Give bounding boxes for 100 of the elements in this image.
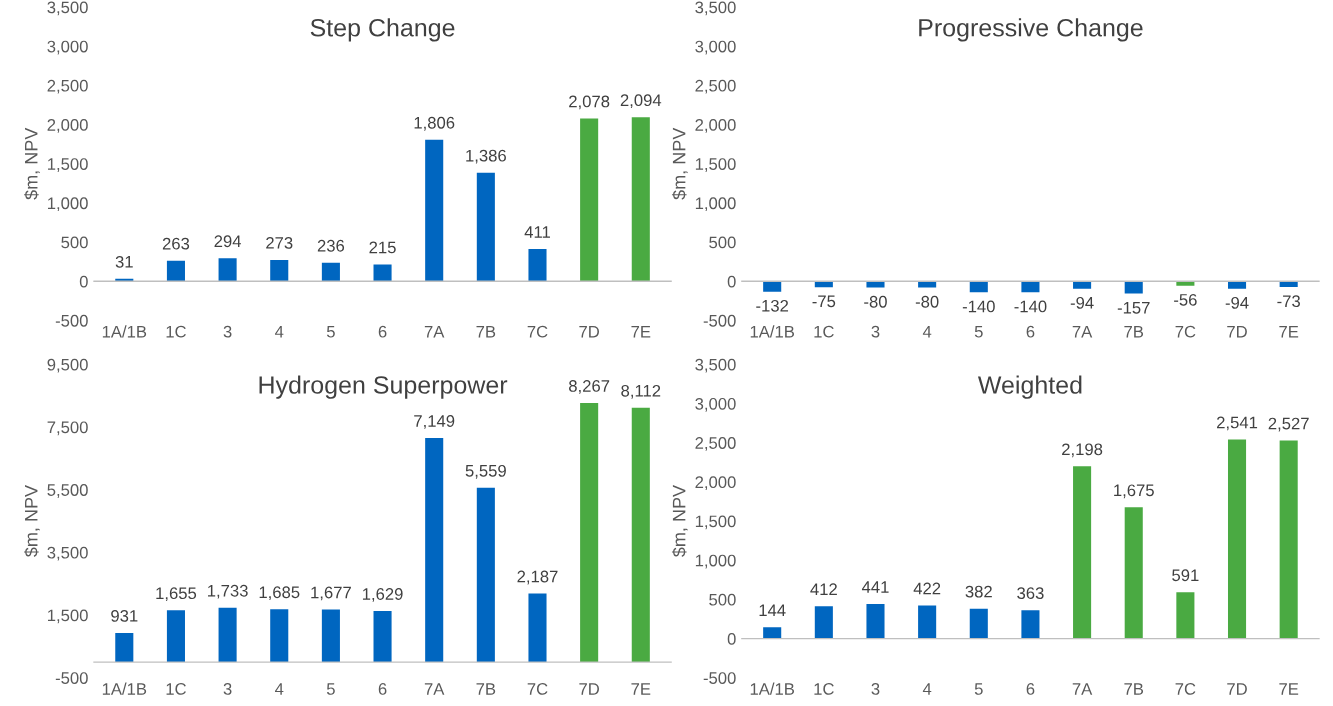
x-tick-label: 7A (1072, 683, 1093, 695)
bar (1073, 466, 1092, 639)
x-tick-label: 7B (1124, 683, 1144, 695)
bar (814, 606, 833, 639)
x-tick-label: 1A/1B (102, 325, 147, 338)
data-label: 931 (111, 609, 138, 622)
data-label: -94 (1225, 296, 1249, 309)
x-tick-label: 7A (1072, 325, 1093, 338)
data-label: 1,806 (414, 116, 455, 131)
bar (1021, 610, 1040, 639)
chart-title: Step Change (310, 18, 455, 42)
bar (1279, 440, 1298, 639)
bar (218, 258, 237, 282)
data-label: 215 (369, 241, 396, 254)
y-tick-label: -500 (55, 672, 88, 684)
x-tick-label: 7D (1227, 683, 1247, 695)
y-tick-label: 1,500 (695, 515, 736, 530)
y-tick-label: 2,500 (47, 79, 88, 94)
data-label: -80 (915, 295, 939, 308)
data-label: 294 (214, 235, 242, 248)
y-tick-label: 7,500 (47, 421, 88, 436)
bar (270, 609, 289, 663)
y-tick-label: 500 (61, 236, 88, 249)
y-tick-label: 3,500 (47, 1, 88, 16)
x-tick-label: 7A (424, 683, 445, 695)
data-label: 1,733 (208, 584, 248, 599)
data-label: 31 (115, 255, 133, 268)
bar (373, 611, 392, 663)
x-tick-label: 1C (814, 683, 834, 695)
data-label: -73 (1277, 295, 1300, 308)
y-axis-title: $m, NPV (671, 127, 688, 200)
x-tick-label: 7E (631, 325, 651, 338)
y-tick-label: 3,000 (47, 40, 88, 55)
x-tick-label: 1C (814, 325, 834, 338)
data-label: -56 (1174, 293, 1197, 306)
y-tick-label: 0 (79, 275, 88, 288)
data-label: 411 (524, 226, 550, 238)
x-tick-label: 4 (275, 683, 284, 695)
data-label: 5,559 (465, 464, 506, 479)
bar (1124, 507, 1143, 639)
y-tick-label: 9,500 (47, 358, 88, 373)
data-label: 422 (913, 582, 941, 595)
bar (115, 632, 134, 663)
x-tick-label: 7C (1175, 325, 1196, 338)
x-tick-label: 5 (326, 683, 335, 695)
bar (918, 605, 937, 639)
y-tick-label: 500 (709, 593, 736, 606)
bar (580, 402, 599, 663)
data-label: 441 (861, 581, 889, 593)
x-tick-label: 4 (922, 325, 932, 338)
y-tick-label: 5,500 (47, 484, 88, 498)
x-tick-label: 7D (1227, 325, 1247, 338)
x-tick-label: 7D (579, 325, 599, 338)
data-label: 273 (266, 236, 293, 249)
bar (270, 259, 289, 282)
data-label: -75 (812, 295, 836, 308)
bar (321, 609, 340, 663)
y-tick-label: 1,500 (695, 158, 736, 172)
data-label: 363 (1017, 587, 1044, 600)
bar (166, 610, 185, 663)
y-tick-label: 2,500 (695, 79, 736, 94)
x-tick-label: 3 (223, 325, 232, 338)
y-tick-label: 500 (709, 236, 736, 249)
y-tick-label: 3,500 (47, 546, 88, 561)
bar (1227, 439, 1247, 639)
y-tick-label: 1,500 (48, 609, 88, 624)
chart-title: Hydrogen Superpower (259, 375, 508, 399)
x-tick-label: 4 (922, 683, 932, 695)
x-tick-label: 7B (476, 325, 496, 338)
x-tick-label: 7B (1124, 325, 1144, 338)
chart-title: Progressive Change (919, 18, 1143, 42)
x-tick-label: 3 (871, 325, 880, 338)
bar (425, 139, 444, 282)
x-tick-label: 1A/1B (102, 682, 147, 695)
y-tick-label: 0 (727, 275, 736, 288)
y-tick-label: 1,000 (48, 197, 88, 212)
bar (476, 172, 495, 282)
y-tick-label: 0 (727, 632, 736, 645)
y-tick-label: 2,000 (695, 476, 736, 491)
y-tick-label: 1,000 (695, 554, 736, 569)
data-label: 144 (759, 604, 786, 617)
x-tick-label: 7B (476, 683, 496, 695)
data-label: 263 (162, 237, 190, 250)
data-label: 382 (965, 585, 992, 598)
data-label: 591 (1172, 569, 1199, 582)
data-label: 2,078 (569, 95, 610, 110)
y-tick-label: 3,500 (695, 1, 736, 16)
x-tick-label: 5 (974, 325, 983, 338)
y-tick-label: 2,000 (47, 118, 88, 133)
data-label: 2,094 (620, 94, 662, 109)
y-tick-label: 3,500 (695, 358, 736, 373)
data-label: 1,677 (311, 586, 351, 601)
y-tick-label: 3,000 (695, 40, 736, 55)
data-label: -157 (1117, 302, 1150, 314)
data-label: 2,198 (1062, 443, 1103, 458)
x-tick-label: 7C (527, 325, 548, 338)
x-tick-label: 5 (326, 325, 335, 338)
bar (631, 117, 650, 282)
y-axis-title: $m, NPV (671, 485, 688, 557)
x-tick-label: 6 (1026, 683, 1035, 695)
